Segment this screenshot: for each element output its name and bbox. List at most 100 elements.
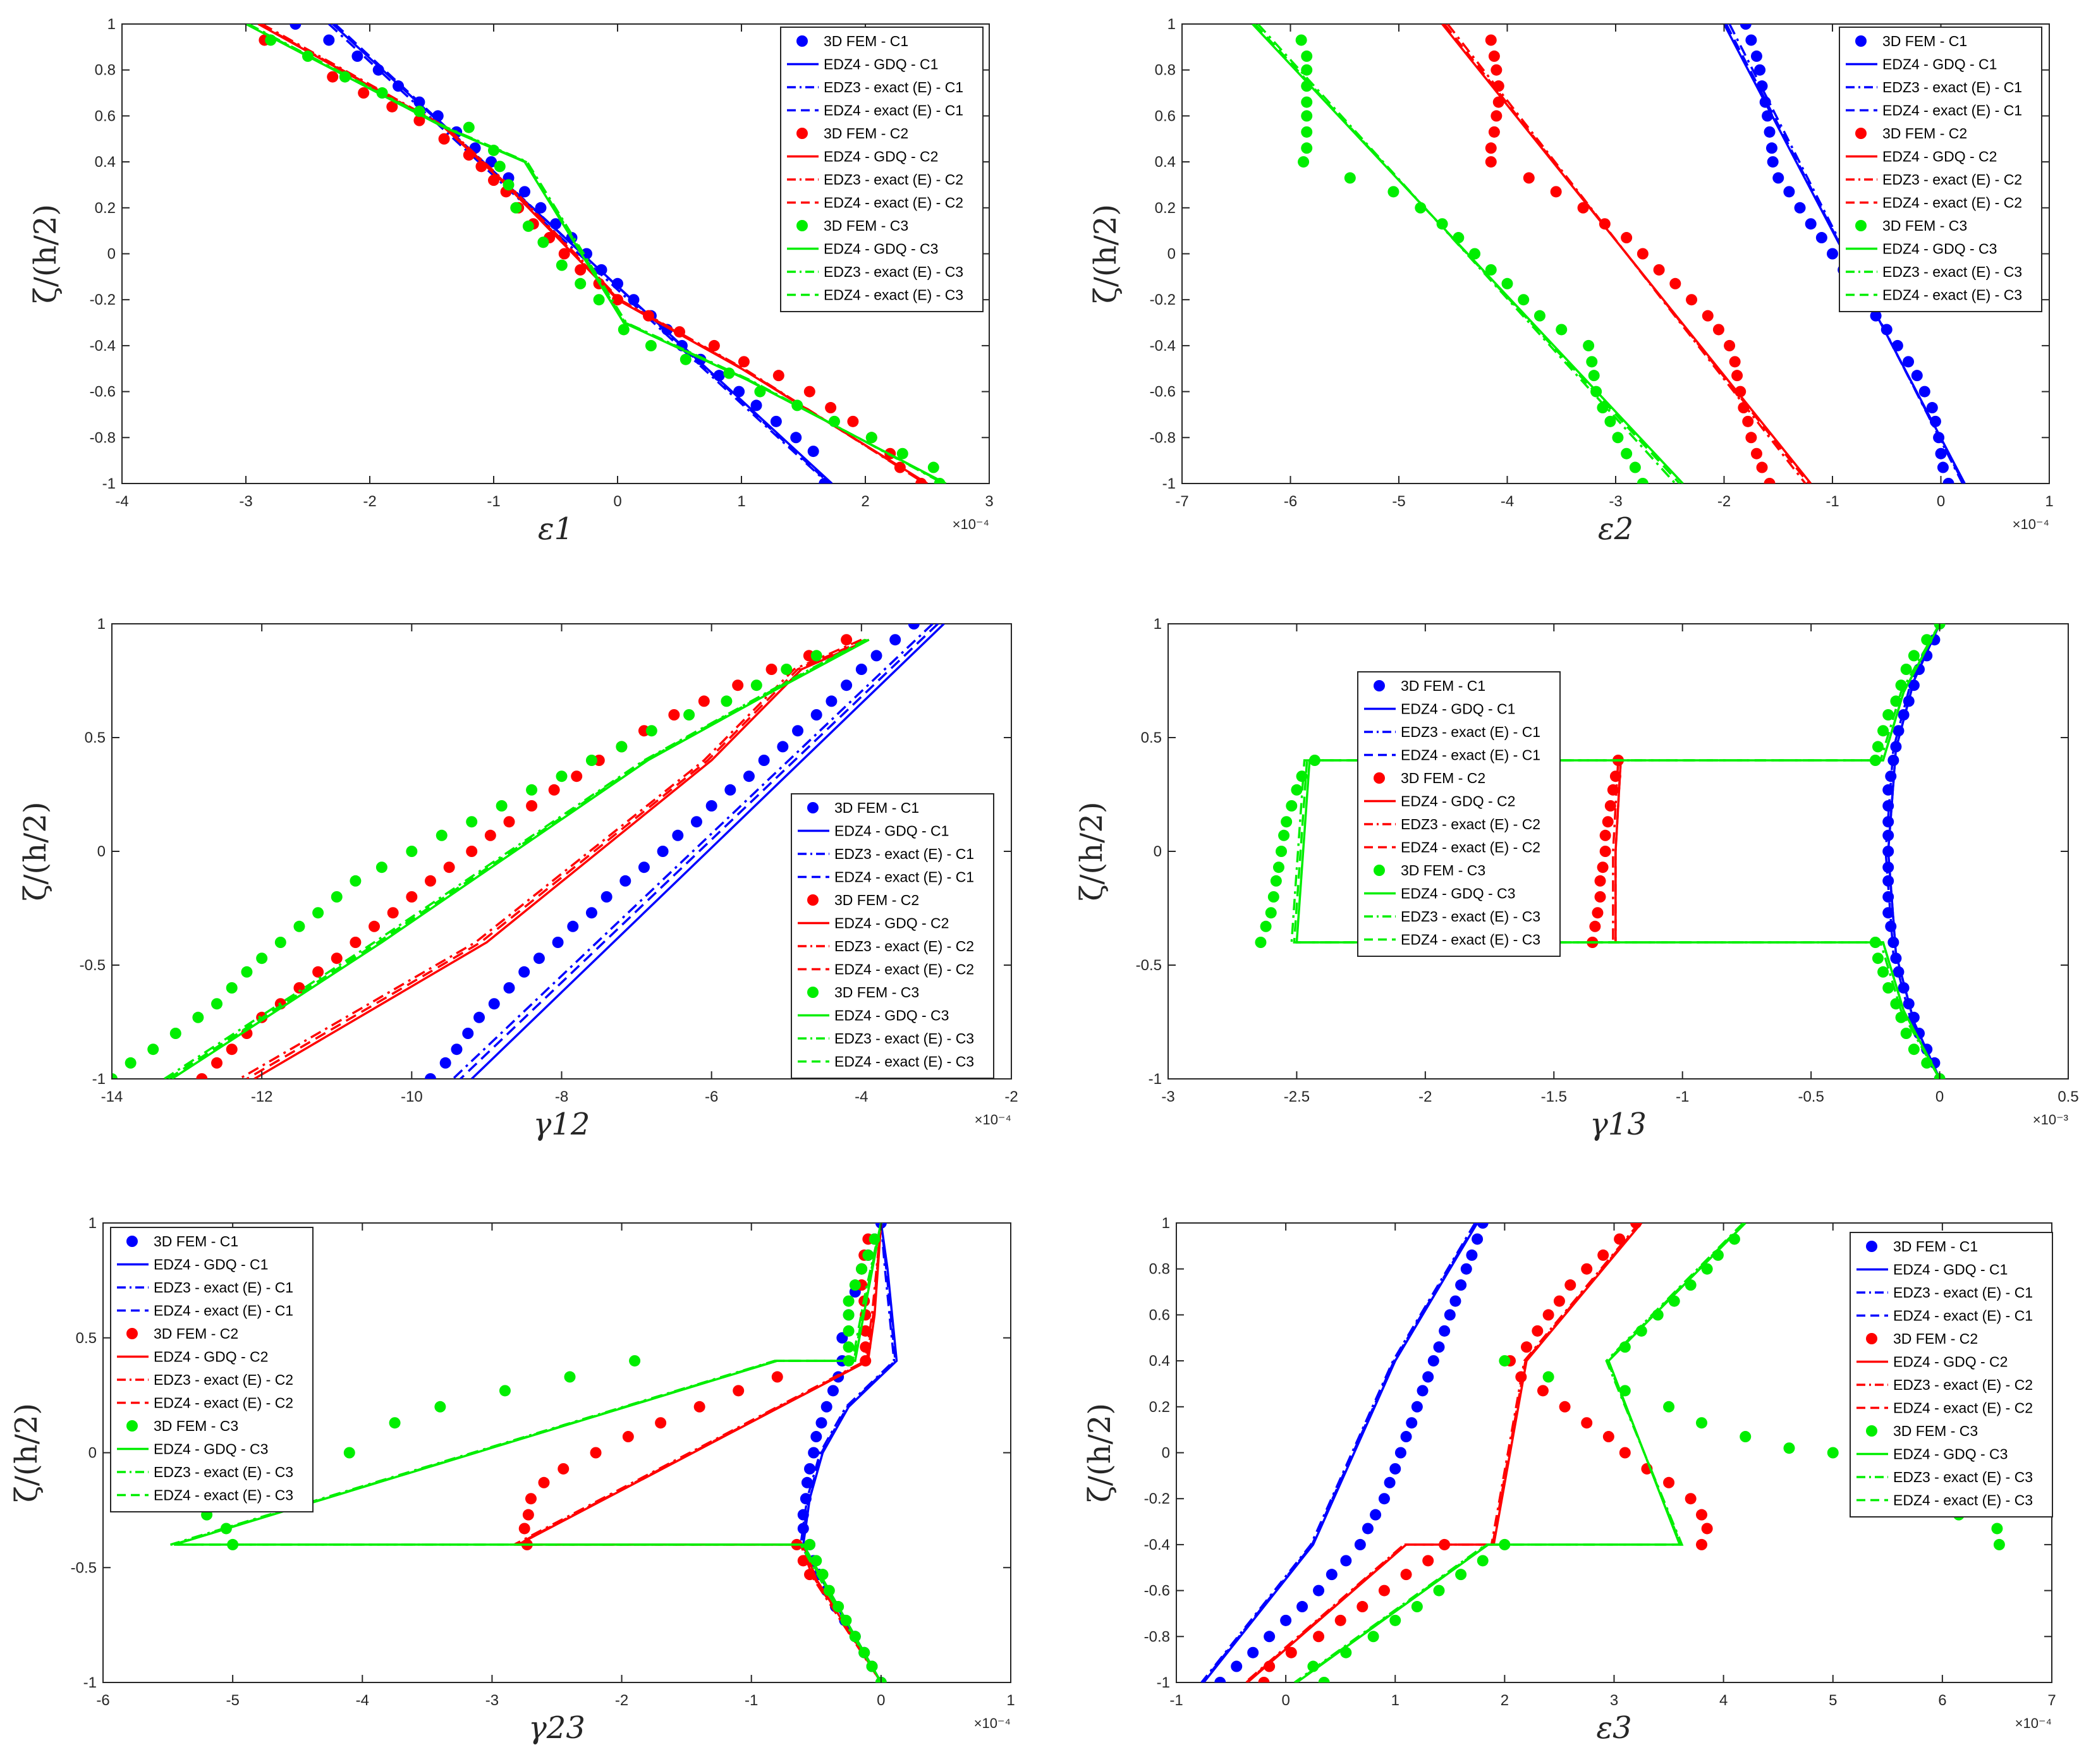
plot-content: [1200, 1223, 2005, 1682]
plot-content: [1255, 624, 1946, 1079]
data-point: [1900, 1028, 1912, 1039]
series-markers: [112, 650, 822, 1079]
data-point: [1594, 891, 1606, 903]
series-markers: [424, 624, 920, 1079]
legend-box: [1839, 27, 2042, 312]
series-line: [167, 638, 867, 1079]
data-point: [556, 259, 568, 271]
legend: 3D FEM - C1 EDZ4 - GDQ - C1 EDZ3 - exact (…: [1850, 1232, 2053, 1518]
data-point: [558, 248, 570, 260]
data-point: [765, 664, 777, 675]
data-point: [387, 907, 399, 919]
data-point: [1537, 1385, 1549, 1397]
series-line: [1245, 1223, 1642, 1682]
data-point: [386, 100, 398, 113]
data-point: [1285, 1646, 1297, 1658]
data-point: [1882, 829, 1894, 841]
legend-label: EDZ4 - GDQ - C1: [1401, 701, 1515, 717]
y-tick-label: 0.2: [95, 200, 116, 217]
legend-label: EDZ4 - GDQ - C3: [824, 241, 938, 257]
data-point: [849, 1279, 861, 1291]
data-point: [1247, 1646, 1259, 1658]
x-tick-label: 6: [1938, 1692, 1946, 1709]
data-point: [1882, 861, 1894, 873]
data-point: [1750, 447, 1762, 459]
x-tick-label: 2: [1501, 1692, 1509, 1709]
legend-label: EDZ3 - exact (E) - C3: [1893, 1469, 2033, 1485]
legend-label: EDZ4 - exact (E) - C2: [1882, 195, 2022, 211]
data-point: [1523, 172, 1535, 184]
data-point: [1272, 861, 1284, 873]
data-point: [1533, 310, 1545, 322]
chart-panel-6: -1 0 1 2 3 4 5 6 7 -1 -0.8 -0.6 -0.4 -0.2 0 0.2 0.4 0.6 0.…: [1082, 1215, 2056, 1746]
data-point: [1491, 110, 1503, 122]
legend-label: EDZ4 - GDQ - C1: [824, 56, 938, 73]
data-point: [526, 800, 538, 812]
data-point: [777, 741, 789, 753]
data-point: [1827, 248, 1838, 260]
data-point: [1599, 846, 1611, 857]
data-point: [1908, 1043, 1920, 1055]
y-tick-label: -0.6: [1150, 384, 1176, 401]
legend-label: EDZ3 - exact (E) - C2: [1893, 1377, 2033, 1393]
data-point: [1488, 126, 1500, 138]
data-point: [525, 1493, 537, 1505]
data-point: [1621, 232, 1633, 244]
legend-box: [791, 793, 994, 1079]
data-point: [1588, 370, 1600, 382]
data-point: [538, 1476, 550, 1488]
y-tick-label: 1: [1162, 1215, 1170, 1232]
data-point: [600, 891, 613, 903]
data-point: [693, 1401, 705, 1413]
x-tick-label: 3: [1610, 1692, 1618, 1709]
data-point: [1492, 80, 1504, 92]
y-tick-label: -0.8: [90, 429, 116, 446]
data-point: [1637, 478, 1649, 484]
x-tick-label: -5: [1392, 493, 1405, 510]
data-point: [1267, 891, 1279, 903]
x-tick-label: 3: [985, 493, 993, 510]
y-tick-label: 1: [97, 616, 106, 633]
legend-label: EDZ4 - exact (E) - C1: [154, 1303, 293, 1319]
data-point: [908, 624, 920, 630]
legend-label: EDZ3 - exact (E) - C1: [1401, 724, 1540, 740]
data-point: [436, 829, 448, 841]
x-tick-label: -12: [251, 1088, 273, 1105]
data-point: [1564, 1279, 1576, 1291]
data-point: [1686, 294, 1698, 306]
series-line: [800, 1223, 897, 1682]
data-point: [1712, 324, 1724, 336]
legend-label: EDZ4 - GDQ - C2: [1893, 1354, 2008, 1370]
data-point: [847, 415, 859, 427]
data-point: [312, 907, 324, 919]
data-point: [112, 1073, 118, 1079]
data-point: [1581, 1263, 1593, 1275]
y-tick-label: -0.8: [1144, 1628, 1170, 1645]
data-point: [690, 816, 702, 828]
legend-label: 3D FEM - C3: [1882, 217, 1967, 234]
legend-label: 3D FEM - C2: [1882, 125, 1967, 142]
data-point: [657, 846, 669, 857]
data-point: [619, 875, 631, 887]
legend-label: EDZ4 - GDQ - C3: [1893, 1446, 2008, 1463]
legend-label: EDZ4 - exact (E) - C2: [824, 195, 963, 211]
data-point: [1597, 1249, 1609, 1261]
x-axis-multiplier: ×10⁻⁴: [2015, 1715, 2052, 1731]
data-point: [331, 891, 343, 903]
data-point: [1629, 461, 1641, 473]
legend-label: EDZ3 - exact (E) - C3: [1401, 908, 1540, 925]
data-point: [1592, 907, 1604, 919]
data-point: [1877, 966, 1889, 978]
x-tick-label: -0.5: [1798, 1088, 1824, 1105]
series-line: [173, 1223, 882, 1682]
y-tick-label: -0.6: [90, 384, 116, 401]
data-point: [1764, 478, 1776, 484]
x-tick-label: -2: [615, 1692, 628, 1709]
y-tick-label: 0.6: [1149, 1306, 1170, 1323]
x-tick-label: -2: [1004, 1088, 1018, 1105]
legend-label: EDZ4 - GDQ - C3: [1882, 241, 1997, 257]
data-point: [1794, 202, 1806, 214]
x-tick-label: 1: [737, 493, 745, 510]
data-point: [772, 370, 784, 382]
data-point: [1394, 1447, 1406, 1459]
